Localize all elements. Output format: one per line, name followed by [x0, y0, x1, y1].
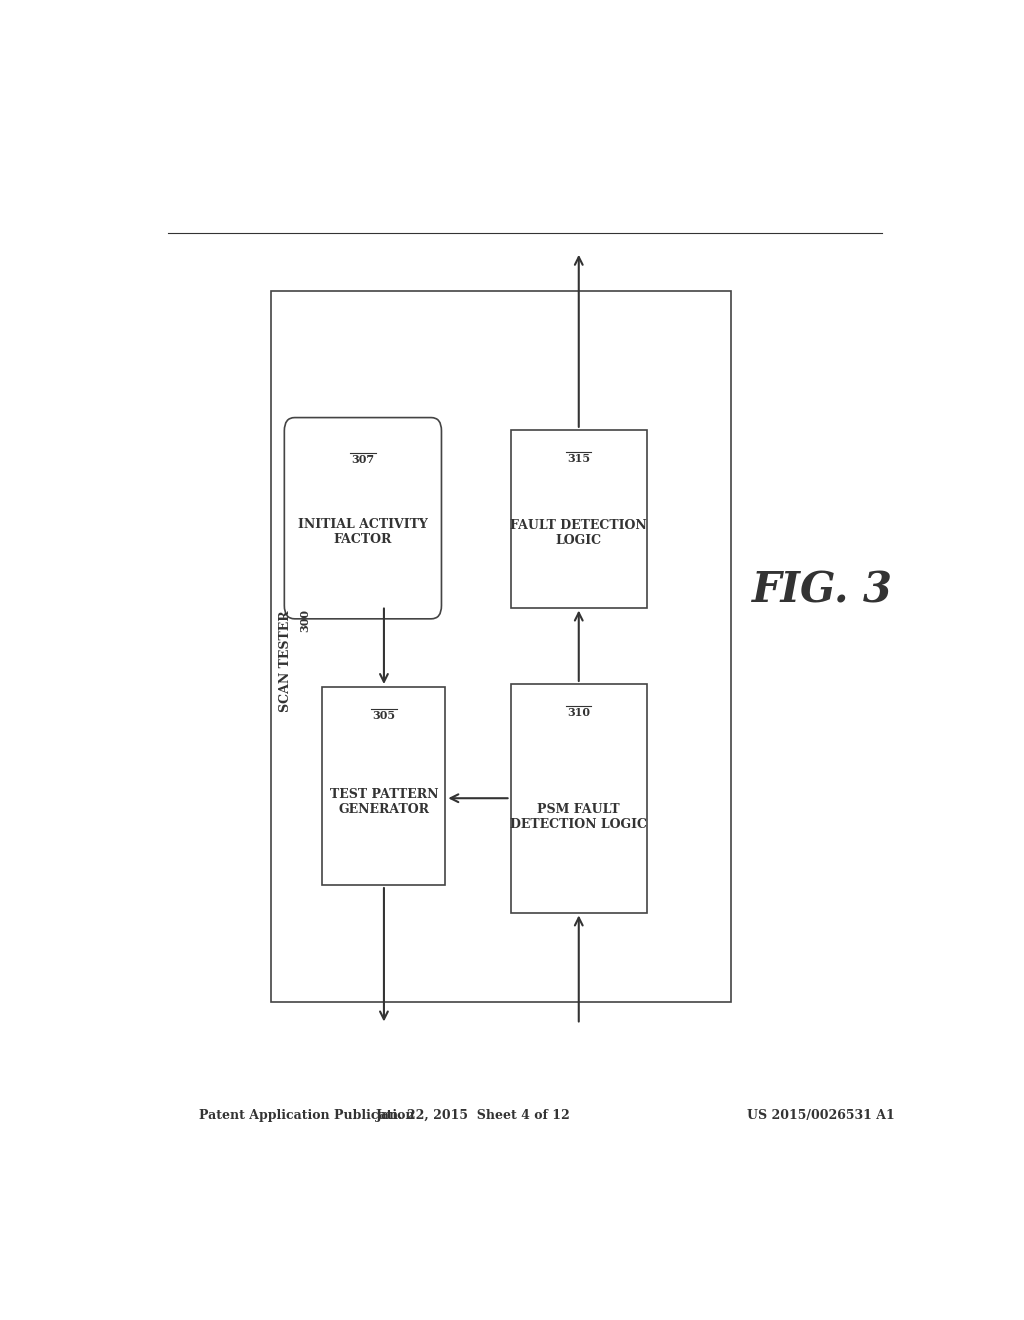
- Text: US 2015/0026531 A1: US 2015/0026531 A1: [748, 1109, 895, 1122]
- Text: FIG. 3: FIG. 3: [752, 569, 893, 611]
- Text: TEST PATTERN
GENERATOR: TEST PATTERN GENERATOR: [330, 788, 438, 816]
- Text: 300: 300: [299, 610, 310, 632]
- Bar: [323, 686, 445, 886]
- Bar: [270, 290, 731, 1002]
- Text: INITIAL ACTIVITY
FACTOR: INITIAL ACTIVITY FACTOR: [298, 519, 428, 546]
- Text: SCAN TESTER: SCAN TESTER: [279, 611, 292, 713]
- Bar: [511, 684, 647, 912]
- Text: 305: 305: [373, 710, 395, 721]
- Text: 307: 307: [351, 454, 375, 465]
- Text: PSM FAULT
DETECTION LOGIC: PSM FAULT DETECTION LOGIC: [510, 803, 647, 830]
- Text: FAULT DETECTION
LOGIC: FAULT DETECTION LOGIC: [510, 519, 647, 546]
- Text: 315: 315: [567, 453, 590, 463]
- Bar: [511, 430, 647, 607]
- Text: 310: 310: [567, 706, 590, 718]
- Text: Patent Application Publication: Patent Application Publication: [200, 1109, 415, 1122]
- Text: Jan. 22, 2015  Sheet 4 of 12: Jan. 22, 2015 Sheet 4 of 12: [376, 1109, 570, 1122]
